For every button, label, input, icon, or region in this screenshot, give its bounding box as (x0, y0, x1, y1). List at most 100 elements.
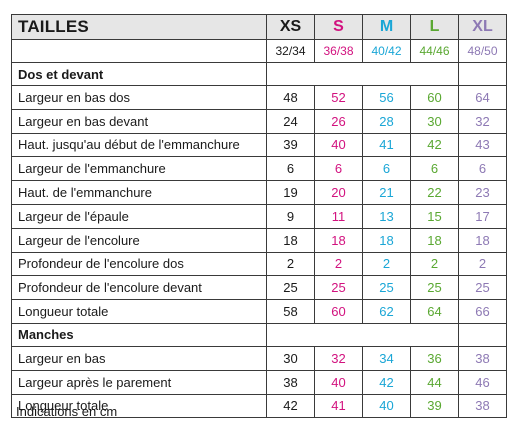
size-table: TAILLES XS S M L XL 32/34 36/38 40/42 44… (11, 14, 507, 419)
size-range-row: 32/34 36/38 40/42 44/46 48/50 (11, 39, 507, 63)
section-spacer (266, 62, 459, 86)
section-spacer (266, 322, 459, 347)
value-xs: 18 (266, 227, 315, 253)
size-m-label: M (362, 14, 411, 40)
value-l: 18 (410, 227, 459, 253)
measurement-label: Profondeur de l'encolure dos (11, 251, 267, 277)
value-xl: 2 (458, 251, 507, 277)
value-s: 41 (314, 393, 363, 419)
value-xl: 46 (458, 369, 507, 395)
value-l: 15 (410, 203, 459, 229)
value-xs: 42 (266, 393, 315, 419)
size-xl-range: 48/50 (458, 39, 507, 63)
section-spacer-xl (458, 322, 507, 347)
value-xl: 66 (458, 299, 507, 324)
table-row: Profondeur de l'encolure dos 2 2 2 2 2 (11, 251, 507, 277)
measurement-label: Largeur en bas (11, 345, 267, 371)
value-xl: 38 (458, 345, 507, 371)
value-xl: 18 (458, 227, 507, 253)
value-xs: 24 (266, 108, 315, 134)
measurement-label: Largeur de l'épaule (11, 203, 267, 229)
value-xl: 6 (458, 156, 507, 182)
value-m: 42 (362, 369, 411, 395)
value-l: 30 (410, 108, 459, 134)
table-row: Largeur de l'emmanchure 6 6 6 6 6 (11, 156, 507, 182)
value-l: 44 (410, 369, 459, 395)
table-title: TAILLES (11, 14, 267, 40)
measurement-label: Haut. jusqu'au début de l'emmanchure (11, 132, 267, 158)
value-m: 62 (362, 299, 411, 324)
value-l: 39 (410, 393, 459, 419)
value-xl: 17 (458, 203, 507, 229)
value-m: 56 (362, 85, 411, 110)
value-xl: 43 (458, 132, 507, 158)
value-s: 11 (314, 203, 363, 229)
value-l: 36 (410, 345, 459, 371)
value-s: 6 (314, 156, 363, 182)
table-row: Largeur de l'encolure 18 18 18 18 18 (11, 227, 507, 253)
measurement-label: Profondeur de l'encolure devant (11, 275, 267, 301)
value-xs: 2 (266, 251, 315, 277)
value-s: 2 (314, 251, 363, 277)
value-xl: 23 (458, 180, 507, 205)
value-m: 6 (362, 156, 411, 182)
value-s: 20 (314, 180, 363, 205)
value-m: 13 (362, 203, 411, 229)
size-xs-label: XS (266, 14, 315, 40)
value-xs: 38 (266, 369, 315, 395)
value-xl: 25 (458, 275, 507, 301)
value-s: 40 (314, 369, 363, 395)
table-row: Longueur totale 42 41 40 39 38 (11, 393, 507, 419)
value-s: 25 (314, 275, 363, 301)
value-l: 6 (410, 156, 459, 182)
table-row: Largeur de l'épaule 9 11 13 15 17 (11, 203, 507, 229)
value-xl: 64 (458, 85, 507, 110)
value-xs: 39 (266, 132, 315, 158)
value-l: 64 (410, 299, 459, 324)
size-xl-label: XL (458, 14, 507, 40)
table-row: Largeur en bas dos 48 52 56 60 64 (11, 85, 507, 110)
table-row: Largeur en bas 30 32 34 36 38 (11, 345, 507, 371)
measurement-label: Largeur en bas devant (11, 108, 267, 134)
value-s: 32 (314, 345, 363, 371)
section-title: Manches (11, 322, 267, 347)
measurement-label: Largeur de l'emmanchure (11, 156, 267, 182)
section-title: Dos et devant (11, 62, 267, 86)
value-l: 25 (410, 275, 459, 301)
value-m: 41 (362, 132, 411, 158)
value-xs: 19 (266, 180, 315, 205)
value-s: 26 (314, 108, 363, 134)
size-l-label: L (410, 14, 459, 40)
table-row: Largeur après le parement 38 40 42 44 46 (11, 369, 507, 395)
value-xs: 30 (266, 345, 315, 371)
value-s: 18 (314, 227, 363, 253)
size-s-range: 36/38 (314, 39, 363, 63)
units-note: Indications en cm (16, 404, 118, 419)
value-s: 40 (314, 132, 363, 158)
measurement-label: Longueur totale (11, 299, 267, 324)
value-m: 21 (362, 180, 411, 205)
size-s-label: S (314, 14, 363, 40)
value-xl: 38 (458, 393, 507, 419)
value-s: 60 (314, 299, 363, 324)
value-m: 18 (362, 227, 411, 253)
value-m: 34 (362, 345, 411, 371)
value-xs: 58 (266, 299, 315, 324)
value-m: 40 (362, 393, 411, 419)
value-m: 25 (362, 275, 411, 301)
value-xl: 32 (458, 108, 507, 134)
value-xs: 6 (266, 156, 315, 182)
value-l: 22 (410, 180, 459, 205)
value-m: 2 (362, 251, 411, 277)
measurement-label: Longueur totale (11, 393, 267, 419)
value-s: 52 (314, 85, 363, 110)
value-m: 28 (362, 108, 411, 134)
measurement-label: Haut. de l'emmanchure (11, 180, 267, 205)
range-row-spacer (11, 39, 267, 63)
value-l: 42 (410, 132, 459, 158)
value-l: 2 (410, 251, 459, 277)
size-m-range: 40/42 (362, 39, 411, 63)
table-row: Longueur totale 58 60 62 64 66 (11, 299, 507, 324)
section-header-row: Manches (11, 322, 507, 347)
size-header-row: TAILLES XS S M L XL (11, 14, 507, 40)
